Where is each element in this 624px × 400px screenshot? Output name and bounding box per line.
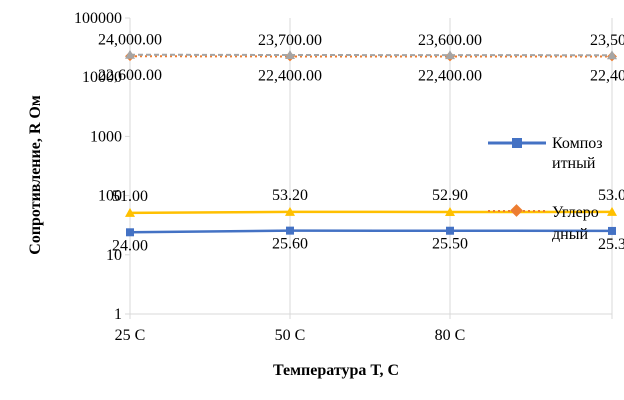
series-3-label-3: 53.0 — [598, 187, 624, 204]
x-tick-label-1: 50 C — [275, 327, 306, 344]
series-3-label-1: 53.20 — [272, 187, 308, 204]
series-3-line — [129, 210, 613, 215]
series-2-point-1 — [285, 50, 295, 60]
series-2-line — [129, 53, 613, 57]
legend-swatch-marker-1 — [510, 204, 523, 217]
x-tick-label-0: 25 C — [115, 327, 146, 344]
series-1-label-3: 22,400 — [590, 67, 624, 84]
series-3-point-0 — [125, 207, 135, 217]
legend-entry-0-line2: итный — [552, 155, 596, 172]
series-0-point-0 — [126, 228, 134, 237]
legend-entry-0-line1: Композ — [552, 135, 603, 152]
y-tick-label-3: 1000 — [90, 128, 122, 145]
series-1-label-2: 22,400.00 — [418, 67, 482, 84]
series-0-label-3: 25.3 — [598, 236, 624, 253]
legend-entry-1-line2: дный — [552, 226, 588, 243]
series-0-point-3 — [608, 226, 616, 235]
series-1-label-1: 22,400.00 — [258, 67, 322, 84]
y-axis-ticks: 1 10 100 1000 10000 100000 — [74, 10, 122, 323]
series-3-point-1 — [285, 206, 295, 216]
x-tick-label-2: 80 C — [435, 327, 466, 344]
series-0-label-0: 24.00 — [112, 237, 148, 254]
series-2-label-2: 23,600.00 — [418, 32, 482, 49]
x-axis-ticks: 25 C 50 C 80 C — [115, 327, 466, 344]
y-axis-title: Сопротивление, R Ом — [27, 95, 44, 255]
legend-swatch-marker-0 — [512, 138, 522, 148]
series-3-point-3 — [607, 206, 617, 216]
series-2-point-0 — [125, 49, 135, 59]
series-2-label-1: 23,700.00 — [258, 32, 322, 49]
series-0-label-2: 25.50 — [432, 236, 468, 253]
y-tick-label-2: 100 — [98, 188, 122, 205]
series-1-label-0: 22,600.00 — [98, 67, 162, 84]
y-tick-label-1: 10 — [106, 247, 122, 264]
legend: Композ итный Углеро дный — [488, 135, 603, 243]
grid-lines — [125, 17, 613, 319]
series-3-label-0: 51.00 — [112, 188, 148, 205]
series-0-line — [129, 229, 613, 234]
legend-entry-1-line1: Углеро — [552, 204, 599, 221]
series-2-point-3 — [607, 50, 617, 60]
y-tick-label-4: 10000 — [82, 69, 122, 86]
series-0-label-1: 25.60 — [272, 236, 308, 253]
y-tick-label-5: 100000 — [74, 10, 122, 27]
series-2-label-0: 24,000.00 — [98, 32, 162, 49]
series-3-point-2 — [445, 206, 455, 216]
x-axis-title: Температура Т, С — [273, 362, 399, 379]
data-labels: 24.00 25.60 25.50 25.3 22,600.00 22,400.00 22,… — [98, 32, 624, 255]
series-0-point-2 — [446, 226, 454, 235]
series-2-point-2 — [445, 50, 455, 60]
y-tick-label-0: 1 — [114, 306, 122, 323]
series-group — [125, 49, 617, 237]
series-0-point-1 — [286, 226, 294, 235]
series-2-label-3: 23,500 — [590, 32, 624, 49]
series-3-label-2: 52.90 — [432, 187, 468, 204]
